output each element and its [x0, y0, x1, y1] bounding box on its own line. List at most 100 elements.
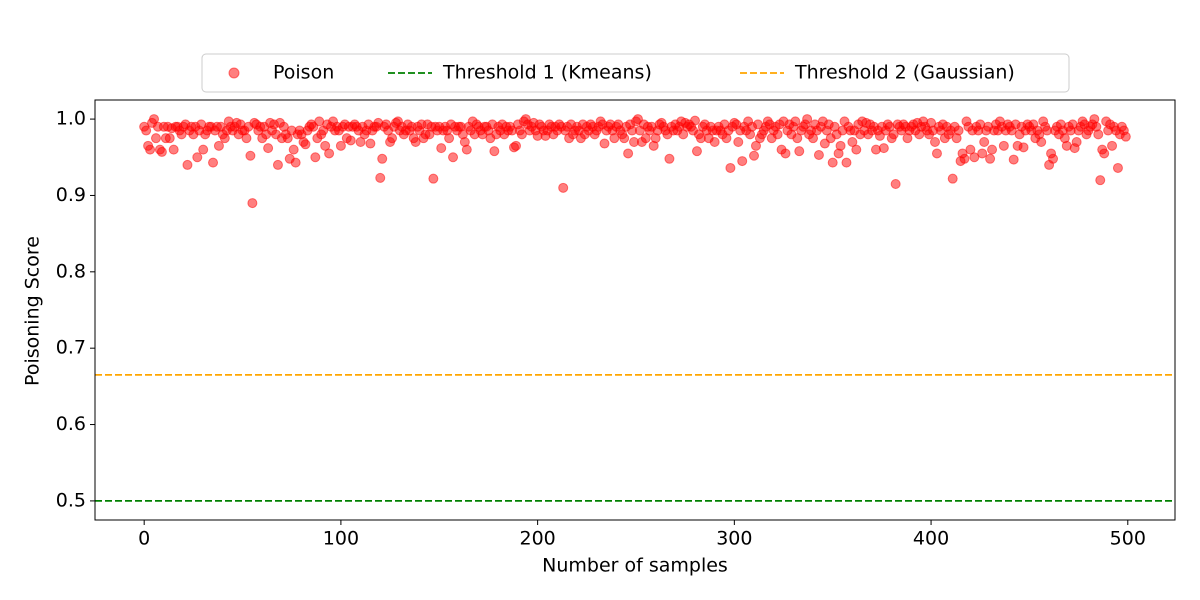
point [947, 173, 958, 184]
point [198, 144, 209, 155]
plot-frame [94, 99, 1176, 521]
x-tick-label: 0 [138, 528, 150, 550]
point [851, 144, 862, 155]
legend-label: Threshold 2 (Gaussian) [794, 62, 1015, 84]
point [1112, 162, 1123, 173]
point [1095, 175, 1106, 186]
point [448, 152, 459, 163]
y-axis-label: Poisoning Score [22, 236, 44, 386]
point [241, 133, 252, 144]
point [792, 133, 803, 144]
point [733, 137, 744, 147]
point [156, 146, 167, 157]
point [320, 140, 331, 151]
point [149, 114, 160, 125]
point [725, 162, 736, 173]
point [841, 157, 852, 168]
point [141, 125, 152, 136]
point [272, 159, 283, 170]
point [145, 144, 156, 155]
y-tick-label: 0.9 [56, 184, 86, 206]
point [691, 146, 702, 157]
point [558, 182, 569, 193]
point [737, 156, 748, 167]
y-tick-label: 0.8 [56, 260, 86, 282]
point [750, 140, 761, 151]
point [516, 129, 527, 140]
point [965, 144, 976, 155]
point [959, 153, 970, 164]
point [931, 148, 942, 159]
point [827, 157, 838, 168]
legend-label: Threshold 1 (Kmeans) [442, 62, 652, 84]
point [213, 140, 224, 151]
point [489, 146, 500, 157]
point [461, 144, 472, 155]
point [794, 146, 805, 157]
point [847, 137, 858, 147]
point [365, 138, 376, 149]
point [979, 137, 990, 147]
point [1018, 142, 1029, 153]
point [375, 172, 386, 183]
point [377, 153, 388, 164]
point [808, 133, 819, 144]
point [192, 152, 203, 163]
point [878, 143, 889, 154]
y-tick-label: 1.0 [56, 108, 86, 130]
point [1071, 137, 1082, 147]
point [640, 133, 651, 144]
point [300, 139, 311, 150]
point [690, 115, 700, 126]
y-tick-label: 0.5 [56, 489, 86, 511]
point [282, 133, 293, 144]
point [428, 173, 439, 184]
point [410, 137, 421, 147]
point [619, 133, 630, 144]
point [1048, 153, 1059, 164]
point [678, 129, 689, 140]
point [1099, 148, 1110, 159]
point [969, 152, 980, 163]
point [290, 157, 301, 168]
point [890, 179, 901, 189]
point [813, 149, 824, 160]
point [835, 140, 846, 151]
point [1093, 129, 1104, 140]
point [436, 143, 447, 154]
x-tick-label: 200 [519, 528, 555, 550]
point [609, 133, 620, 144]
point [749, 150, 760, 161]
point [998, 140, 1009, 151]
point [599, 138, 610, 149]
x-tick-label: 100 [323, 528, 359, 550]
point [310, 152, 321, 163]
point [387, 133, 398, 144]
point [164, 133, 175, 144]
point [985, 153, 996, 164]
x-tick-label: 500 [1110, 528, 1146, 550]
x-tick-label: 400 [913, 528, 949, 550]
point [987, 144, 998, 155]
point [888, 129, 899, 140]
point [1036, 137, 1047, 147]
point [953, 125, 964, 136]
legend-label: Poison [273, 62, 334, 84]
point [444, 133, 455, 144]
point [247, 198, 258, 209]
legend-marker [228, 67, 240, 79]
point [977, 148, 988, 159]
point [664, 153, 675, 164]
x-tick-label: 300 [716, 528, 752, 550]
point [1107, 140, 1118, 151]
point [245, 150, 256, 161]
point [324, 148, 335, 159]
point [790, 116, 801, 127]
point [780, 148, 791, 159]
y-tick-label: 0.6 [56, 413, 86, 435]
point [288, 144, 299, 155]
point [510, 140, 521, 151]
point [709, 137, 720, 147]
y-tick-label: 0.7 [56, 337, 86, 359]
point [335, 140, 346, 151]
